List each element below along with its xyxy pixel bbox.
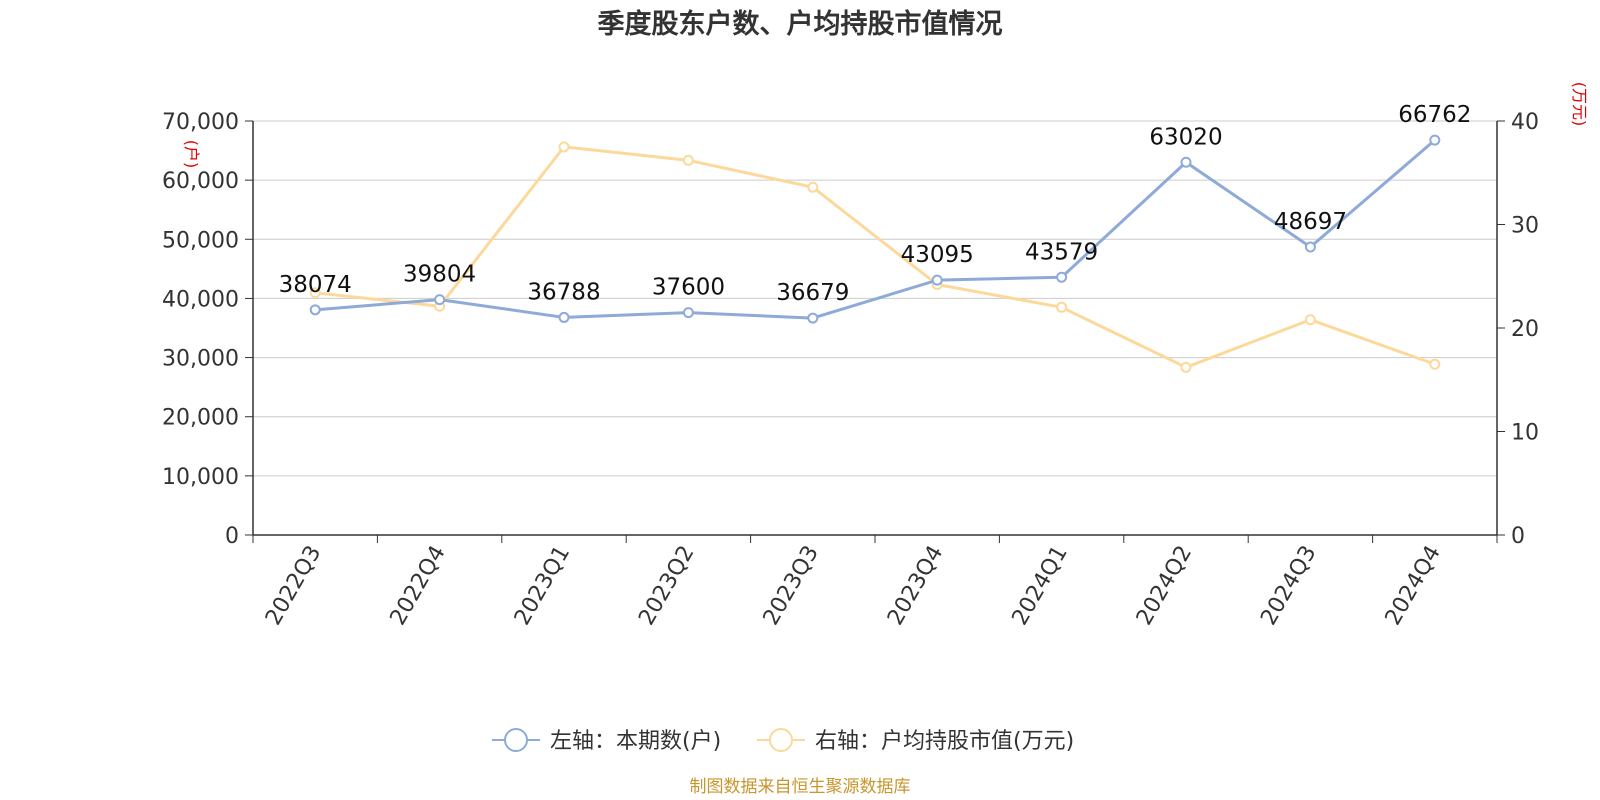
left-axis-tick-label: 20,000 (162, 406, 239, 431)
plot-area (309, 134, 1441, 373)
series-2-point (309, 287, 321, 299)
axes: 0 10,000 20,000 30,000 40,000 50,000 60,000 70,… (162, 110, 1539, 630)
legend-label-series-1: 左轴：本期数(户) (550, 729, 721, 754)
right-axis-unit-label: (万元) (1570, 82, 1589, 127)
x-axis-tick-label: 2024Q3 (1256, 542, 1321, 630)
data-label: 43579 (1025, 239, 1098, 265)
right-axis-tick-label: 30 (1511, 214, 1539, 239)
right-axis-tick-label: 40 (1511, 110, 1539, 135)
series-1-point (309, 304, 321, 316)
data-label: 38074 (279, 272, 352, 298)
right-axis-tick-label: 10 (1511, 421, 1539, 446)
data-label: 43095 (901, 242, 974, 268)
legend: 左轴：本期数(户) 右轴：户均持股市值(万元) (492, 728, 1074, 754)
x-axis-tick-label: 2024Q1 (1007, 542, 1072, 630)
legend-label-series-2: 右轴：户均持股市值(万元) (815, 729, 1074, 754)
data-label: 66762 (1398, 102, 1471, 128)
series-1-point (1304, 241, 1316, 253)
data-label: 48697 (1274, 209, 1347, 235)
series-1-point (1180, 156, 1192, 168)
data-labels: 38074 39804 36788 37600 36679 43095 43579 63020… (279, 102, 1472, 306)
series-2-point (1304, 314, 1316, 326)
data-label: 63020 (1149, 124, 1222, 150)
series-1-point (1429, 134, 1441, 146)
x-axis-tick-label: 2023Q3 (759, 542, 824, 630)
series-2-point (1056, 301, 1068, 313)
left-axis-tick-label: 50,000 (162, 228, 239, 253)
left-axis-tick-label: 40,000 (162, 287, 239, 312)
series-1-point (558, 311, 570, 323)
chart-title: 季度股东户数、户均持股市值情况 (598, 8, 1003, 40)
left-axis-tick-label: 0 (225, 524, 239, 549)
x-axis-tick-label: 2023Q1 (510, 542, 575, 630)
series-1-point (434, 294, 446, 306)
series-1-point (931, 274, 943, 286)
data-label: 36788 (527, 279, 600, 305)
series-1-point (807, 312, 819, 324)
series-1-point (1056, 271, 1068, 283)
right-axis-tick-label: 0 (1511, 524, 1525, 549)
x-axis-tick-label: 2024Q4 (1381, 542, 1446, 630)
x-axis-tick-label: 2023Q4 (883, 541, 948, 629)
series-1-point (682, 307, 694, 319)
legend-marker-icon (504, 728, 528, 752)
series-line-2 (315, 145, 1436, 369)
x-axis-tick-label: 2024Q2 (1132, 542, 1197, 630)
legend-item-series-1[interactable]: 左轴：本期数(户) (492, 728, 721, 754)
data-label: 37600 (652, 275, 725, 301)
data-label: 36679 (776, 280, 849, 306)
series-2-point (1429, 358, 1441, 370)
series-2-point (1180, 361, 1192, 373)
series-2-point (807, 181, 819, 193)
left-axis-tick-label: 10,000 (162, 465, 239, 490)
legend-item-series-2[interactable]: 右轴：户均持股市值(万元) (757, 728, 1074, 754)
x-axis-tick-label: 2022Q4 (385, 542, 450, 630)
left-axis-tick-label: 60,000 (162, 169, 239, 194)
source-note: 制图数据来自恒生聚源数据库 (690, 777, 911, 797)
x-axis-tick-label: 2022Q3 (261, 542, 326, 630)
series-2-point (682, 154, 694, 166)
right-axis-tick-label: 20 (1511, 317, 1539, 342)
series-line-1 (315, 139, 1436, 320)
x-axis-tick-label: 2023Q2 (634, 542, 699, 630)
grid (253, 120, 1497, 477)
left-axis-tick-label: 30,000 (162, 347, 239, 372)
left-axis-tick-label: 70,000 (162, 110, 239, 135)
legend-marker-icon (769, 728, 793, 752)
data-label: 39804 (403, 262, 476, 288)
left-axis-unit-label: (户) (182, 140, 201, 169)
series-2-point (558, 141, 570, 153)
